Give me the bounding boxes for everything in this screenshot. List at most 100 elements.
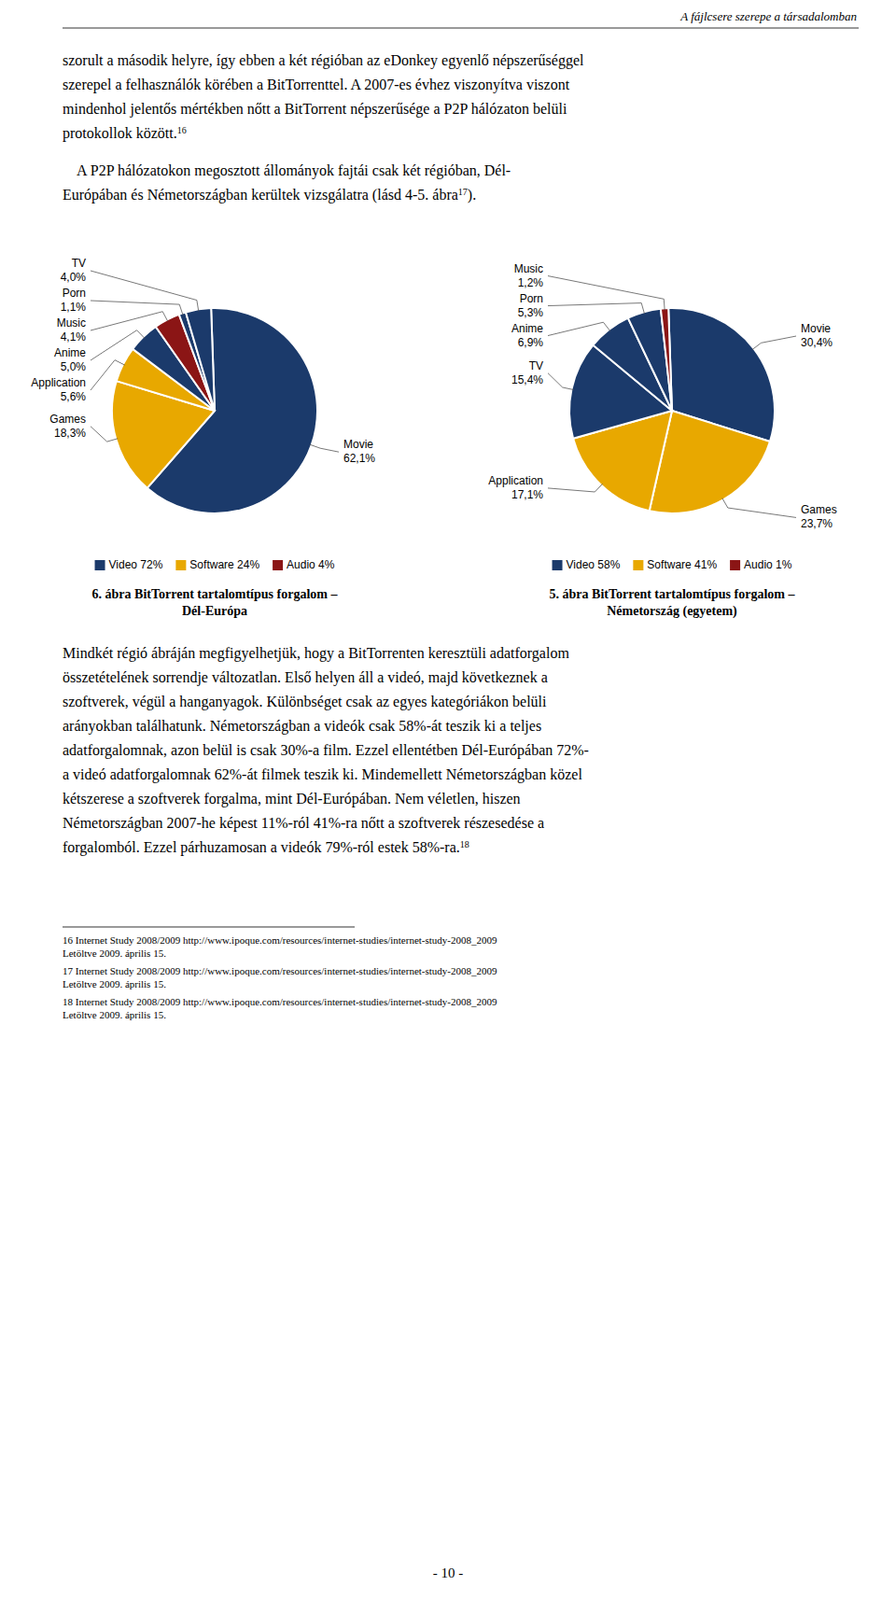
data-label: Games23,7% (800, 504, 838, 532)
label-category: Application (488, 474, 544, 488)
paragraph-line: szerepel a felhasználók körében a BitTor… (62, 76, 571, 94)
legend-swatch (729, 560, 741, 571)
data-label: Music1,2% (514, 262, 545, 290)
data-label: Movie30,4% (800, 322, 833, 350)
footnote-ref: 18 (460, 839, 470, 850)
label-category: Movie (800, 322, 831, 336)
label-leader (547, 303, 644, 315)
label-category: Application (30, 376, 86, 390)
data-label: Movie62,1% (343, 437, 376, 465)
legend-label: Audio 1% (743, 558, 793, 572)
pie-chart: Movie30,4%Games23,7%Music1,2%Porn5,3%Ani… (488, 262, 837, 532)
data-label: Application5,6% (30, 376, 86, 404)
paragraph-line: A P2P hálózatokon megosztott állományok … (62, 162, 511, 180)
label-category: Music (514, 262, 544, 276)
label-value: 5,0% (60, 360, 87, 374)
label-category: Games (800, 504, 838, 518)
label-leader (547, 483, 603, 492)
paragraph-line: arányokban találhatunk. Németországban a… (62, 717, 542, 735)
label-leader (547, 322, 611, 336)
line-text: arányokban találhatunk. Németországban a… (62, 717, 542, 735)
line-text: Európában és Németországban kerültek viz… (62, 186, 459, 204)
label-leader (90, 311, 168, 331)
label-value: 18,3% (54, 426, 86, 440)
line-text: Németországban 2007-he képest 11%-ról 41… (62, 814, 545, 832)
paragraph-line: szoftverek, végül a hanganyagok. Különbs… (62, 693, 547, 711)
legend-swatch (95, 560, 106, 571)
footnote-line: Letöltve 2009. április 15. (62, 947, 167, 959)
pie-slices (112, 308, 318, 514)
chart-title: 5. ábra BitTorrent tartalomtípus forgalo… (549, 587, 797, 602)
label-category: TV (71, 256, 86, 270)
legend-label: Software 24% (189, 558, 260, 572)
paragraph-line: mindenhol jelentős mértékben nőtt a BitT… (62, 100, 568, 118)
pie-chart: Movie62,1%TV4,0%Porn1,1%Music4,1%Anime5,… (30, 256, 376, 514)
label-leader (752, 336, 797, 350)
page-number: - 10 - (433, 1565, 464, 1581)
paragraph-line: adatforgalomnak, azon belül is csak 30%-… (62, 742, 589, 759)
label-value: 17,1% (511, 488, 544, 502)
page-header: A fájlcsere szerepe a társadalomban (679, 9, 857, 24)
label-leader (90, 300, 183, 315)
label-value: 4,1% (60, 330, 87, 344)
line-text: protokollok között. (62, 125, 178, 142)
line-text: összetételének sorrendje változatlan. El… (62, 669, 548, 686)
paragraph-line: összetételének sorrendje változatlan. El… (62, 669, 548, 686)
label-leader (90, 270, 199, 311)
paragraph-line: forgalomból. Ezzel párhuzamosan a videók… (62, 839, 470, 857)
paragraph-line: Európában és Németországban kerültek viz… (62, 186, 476, 205)
background (0, 0, 896, 1600)
data-label: Music4,1% (56, 316, 87, 344)
legend-label: Video 72% (109, 558, 164, 572)
chart-title: Dél-Európa (182, 603, 248, 618)
label-value: 5,3% (518, 306, 545, 320)
label-value: 23,7% (800, 518, 833, 532)
pie-slice (660, 308, 672, 411)
label-value: 1,1% (60, 300, 87, 314)
legend-swatch (632, 560, 644, 571)
line-text: mindenhol jelentős mértékben nőtt a BitT… (62, 100, 568, 118)
footnote-line: Letöltve 2009. április 15. (62, 978, 167, 990)
footnote-line: 17 Internet Study 2008/2009 http://www.i… (62, 965, 498, 977)
line-text: szoftverek, végül a hanganyagok. Különbs… (62, 693, 547, 711)
label-leader (90, 426, 118, 442)
footnote-ref: 16 (177, 125, 187, 136)
legend-swatch (175, 560, 186, 571)
data-label: Porn5,3% (518, 292, 545, 320)
line-text: a videó adatforgalomnak 62%-át filmek te… (62, 766, 583, 784)
data-label: Application17,1% (488, 474, 544, 502)
label-value: 6,9% (518, 336, 545, 350)
line-text: szerepel a felhasználók körében a BitTor… (62, 76, 571, 94)
footnote-line: Letöltve 2009. április 15. (62, 1008, 167, 1021)
data-label: Anime5,0% (54, 346, 86, 374)
label-value: 15,4% (511, 373, 544, 387)
data-label: TV4,0% (60, 256, 87, 284)
label-value: 62,1% (343, 451, 376, 465)
data-label: Games18,3% (49, 412, 86, 440)
label-value: 1,2% (518, 276, 545, 290)
data-label: Porn1,1% (60, 286, 87, 314)
page: A fájlcsere szerepe a társadalomban szoru… (0, 0, 896, 1600)
label-category: Porn (62, 286, 86, 300)
label-category: Movie (343, 437, 374, 451)
label-leader (547, 373, 574, 391)
footnote-line: 18 Internet Study 2008/2009 http://www.i… (62, 995, 498, 1008)
label-category: TV (529, 359, 544, 373)
chart-title: 6. ábra BitTorrent tartalomtípus forgalo… (92, 587, 339, 602)
line-text: Mindkét régió ábráján megfigyelhetjük, h… (62, 644, 570, 662)
line-text: adatforgalomnak, azon belül is csak 30%-… (62, 742, 589, 759)
chart-title: Németország (egyetem) (606, 603, 738, 619)
pie-slice (185, 308, 215, 411)
legend: Video 72%Software 24%Audio 4% (95, 558, 336, 572)
data-label: Anime6,9% (511, 322, 544, 350)
label-leader (722, 498, 797, 518)
footnote-rule (62, 926, 355, 928)
paragraph-line: Németországban 2007-he képest 11%-ról 41… (62, 814, 545, 832)
line-text: ). (467, 186, 476, 204)
label-category: Music (56, 316, 86, 330)
line-text: szorult a második helyre, így ebben a ké… (62, 52, 585, 70)
paragraph-line: szorult a második helyre, így ebben a ké… (62, 52, 585, 70)
legend: Video 58%Software 41%Audio 1% (552, 558, 793, 572)
paragraph-line: protokollok között.16 (62, 125, 187, 143)
paragraph-line: a videó adatforgalomnak 62%-át filmek te… (62, 766, 583, 784)
